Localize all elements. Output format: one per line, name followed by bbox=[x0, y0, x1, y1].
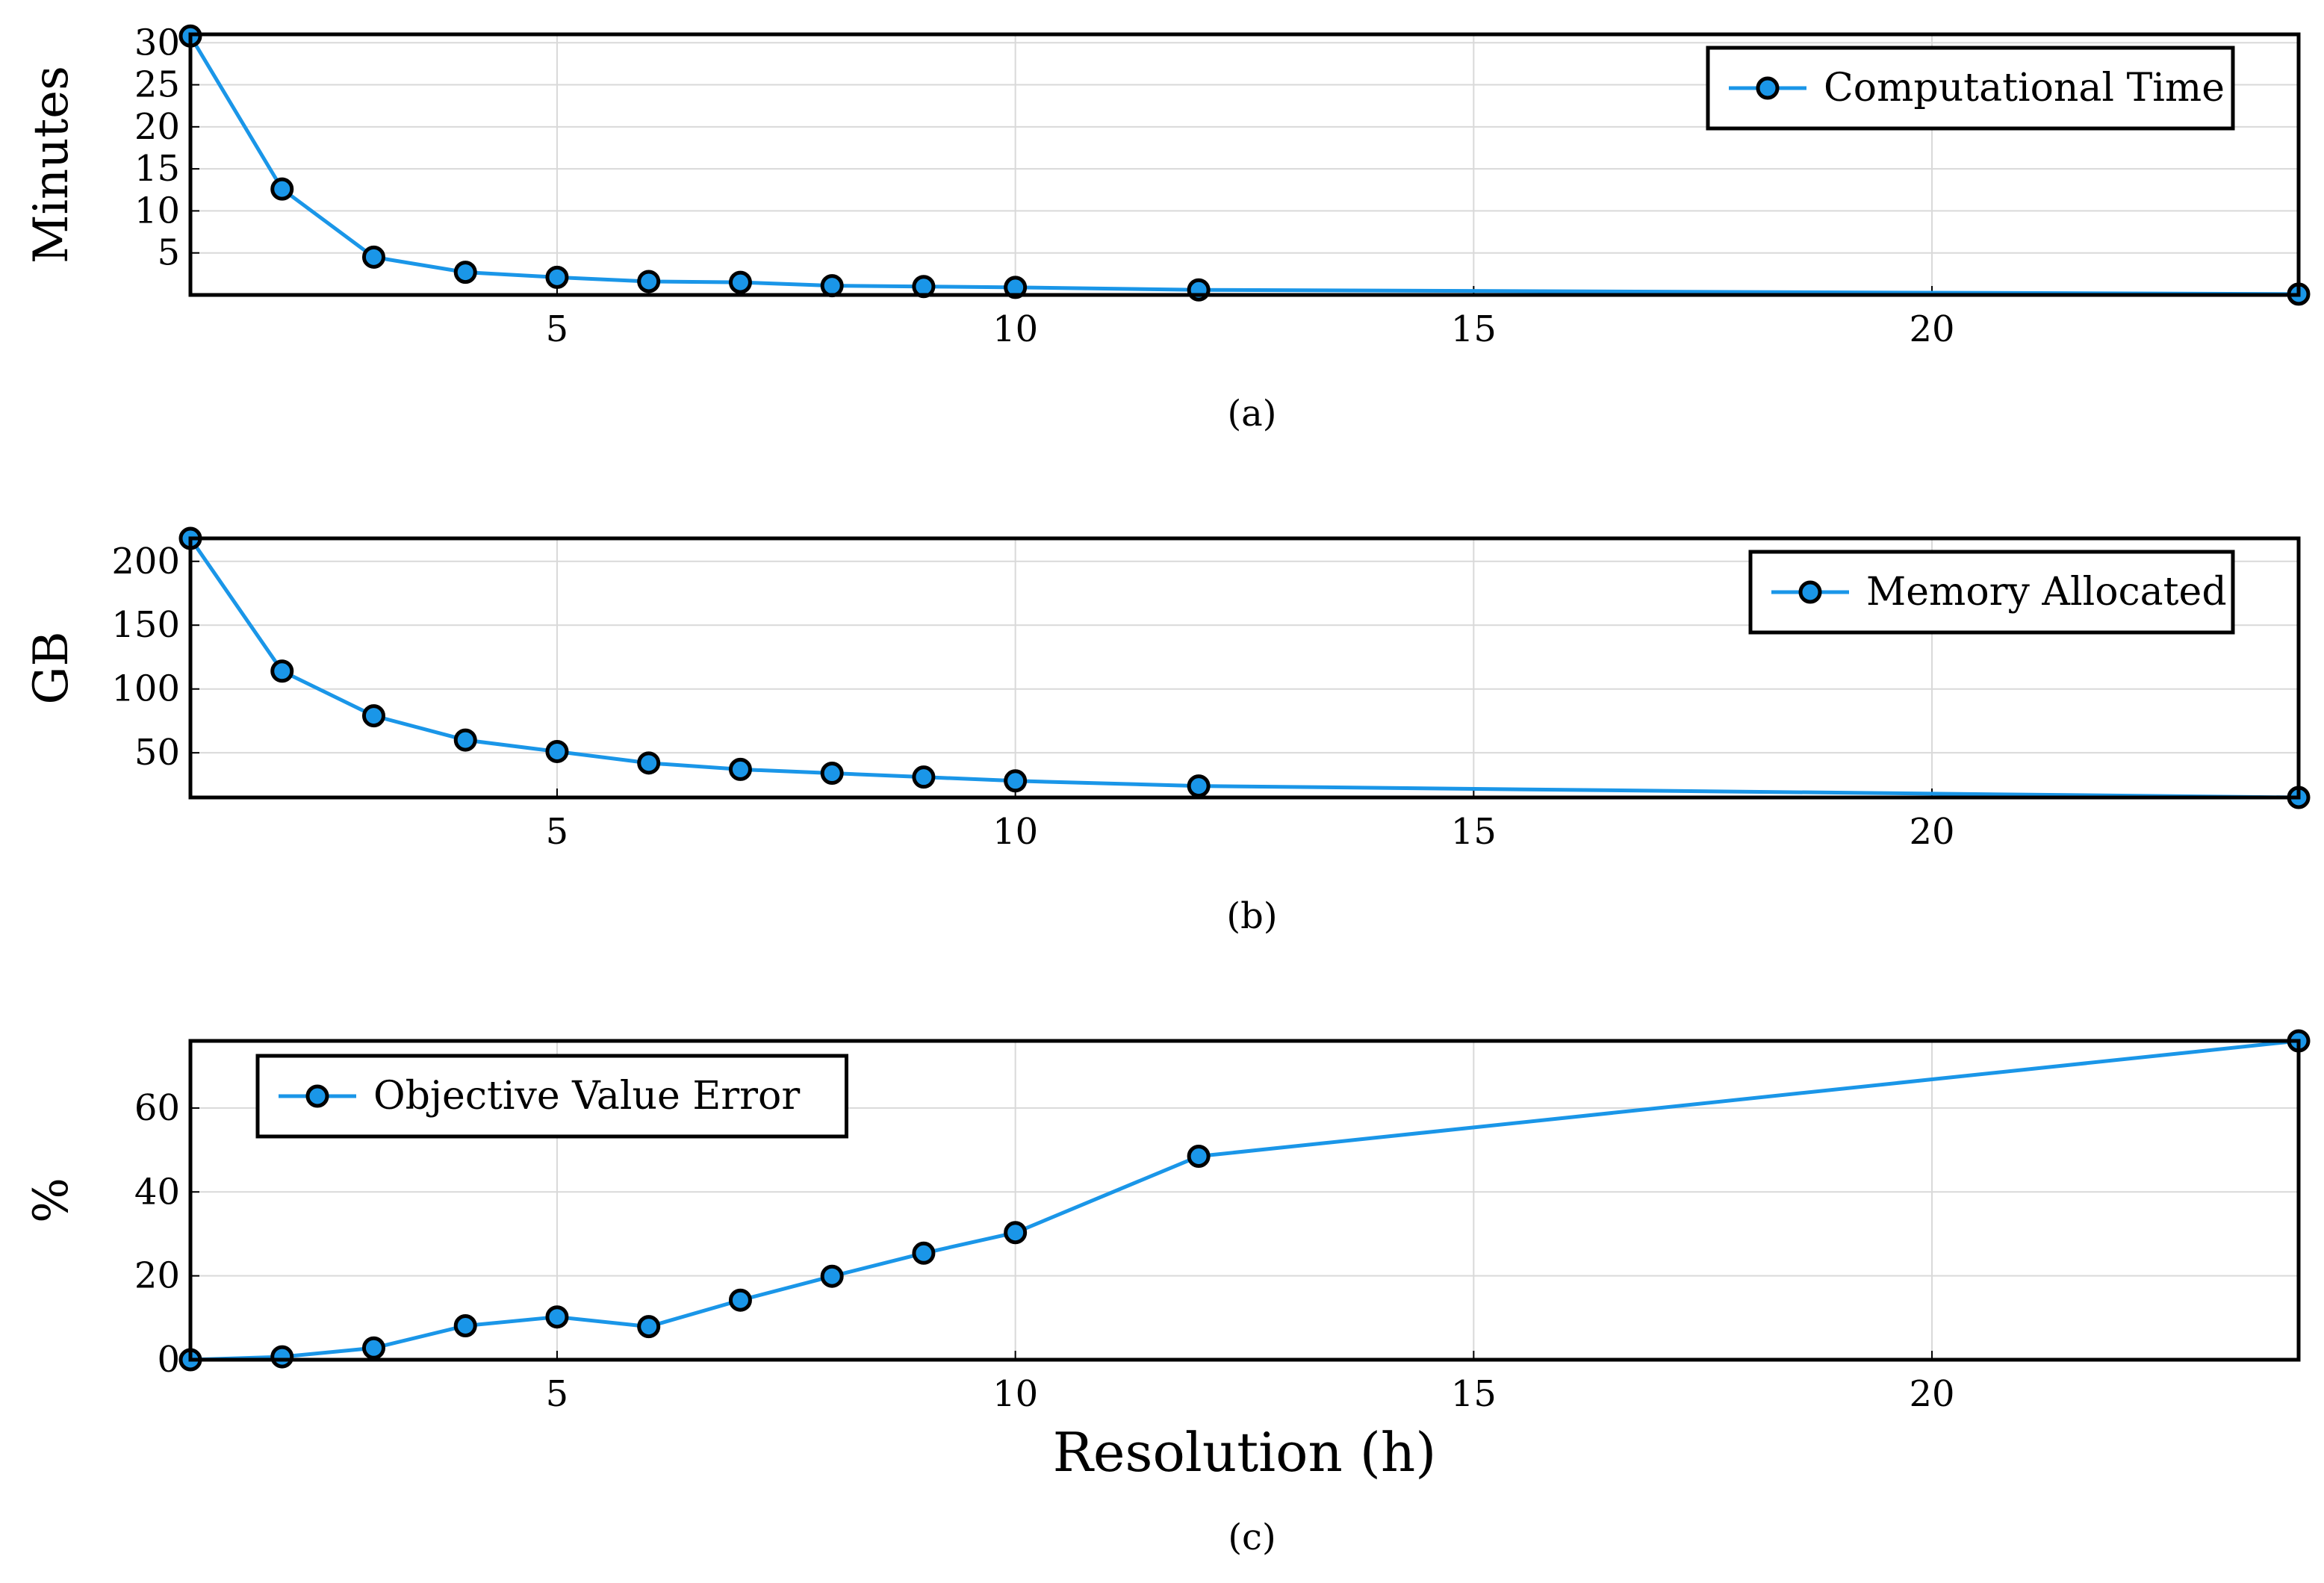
data-point bbox=[637, 751, 661, 775]
data-point bbox=[453, 261, 477, 284]
legend-label: Computational Time bbox=[1824, 66, 2225, 111]
data-point bbox=[820, 762, 844, 786]
data-point bbox=[1004, 276, 1028, 299]
x-tick-label: 10 bbox=[992, 1373, 1038, 1415]
y-axis-label: % bbox=[24, 1178, 79, 1223]
y-tick-label: 30 bbox=[134, 22, 180, 63]
plot-frame bbox=[188, 1039, 2301, 1362]
x-axis-label: Resolution (h) bbox=[1053, 1421, 1437, 1484]
legend-marker bbox=[1798, 580, 1822, 604]
data-point bbox=[545, 265, 569, 289]
y-tick-label: 15 bbox=[134, 148, 180, 190]
data-point bbox=[820, 274, 844, 298]
legend: Memory Allocated bbox=[1748, 550, 2235, 635]
x-tick-label: 20 bbox=[1910, 1373, 1955, 1415]
data-point bbox=[545, 739, 569, 763]
x-tick-label: 20 bbox=[1910, 811, 1955, 853]
x-tick-label: 5 bbox=[546, 1373, 569, 1415]
x-tick-label: 10 bbox=[992, 308, 1038, 350]
series-line bbox=[188, 537, 2299, 800]
data-point bbox=[728, 757, 752, 781]
data-point bbox=[270, 177, 294, 201]
plot-frame bbox=[188, 32, 2301, 297]
data-point bbox=[820, 1264, 844, 1288]
data-point bbox=[912, 765, 936, 789]
data-point bbox=[637, 1315, 661, 1339]
chart-panel-2: 5 10 15 20 50 100 150 200 GB Memory Allocated (b) bbox=[24, 526, 2311, 937]
data-point bbox=[361, 1336, 385, 1360]
y-tick-label: 25 bbox=[134, 64, 180, 106]
data-point bbox=[1187, 1145, 1211, 1169]
panel-caption: (a) bbox=[1227, 393, 1276, 435]
y-axis-label: GB bbox=[24, 631, 79, 704]
y-tick-label: 100 bbox=[111, 668, 180, 710]
data-point bbox=[453, 1313, 477, 1337]
y-tick-label: 5 bbox=[157, 232, 180, 274]
legend-marker bbox=[1756, 76, 1780, 100]
legend-label: Memory Allocated bbox=[1866, 570, 2227, 615]
data-point bbox=[728, 270, 752, 294]
data-point bbox=[1004, 1221, 1028, 1245]
data-point bbox=[912, 1241, 936, 1265]
panel-caption: (c) bbox=[1228, 1517, 1276, 1558]
x-tick-label: 5 bbox=[546, 308, 569, 350]
plot-frame bbox=[188, 536, 2301, 800]
y-tick-label: 60 bbox=[134, 1087, 180, 1129]
data-point bbox=[1004, 769, 1028, 793]
y-tick-label: 50 bbox=[134, 732, 180, 774]
y-tick-label: 20 bbox=[134, 106, 180, 148]
data-point bbox=[361, 245, 385, 269]
data-point bbox=[453, 728, 477, 752]
x-tick-label: 15 bbox=[1451, 308, 1497, 350]
y-tick-label: 10 bbox=[134, 190, 180, 231]
x-tick-label: 5 bbox=[546, 811, 569, 853]
x-tick-label: 15 bbox=[1451, 811, 1497, 853]
y-tick-label: 20 bbox=[134, 1255, 180, 1297]
legend-label: Objective Value Error bbox=[373, 1074, 800, 1119]
x-tick-label: 20 bbox=[1910, 308, 1955, 350]
legend: Computational Time bbox=[1706, 46, 2235, 131]
legend-marker bbox=[305, 1084, 329, 1108]
x-tick-label: 15 bbox=[1451, 1373, 1497, 1415]
data-point bbox=[637, 270, 661, 293]
series-line bbox=[190, 1039, 2299, 1362]
data-point bbox=[545, 1305, 569, 1329]
data-point bbox=[270, 1345, 294, 1369]
data-point bbox=[728, 1288, 752, 1312]
y-axis-label: Minutes bbox=[24, 66, 79, 264]
legend: Objective Value Error bbox=[255, 1054, 848, 1139]
data-point bbox=[1187, 774, 1211, 798]
y-tick-label: 40 bbox=[134, 1171, 180, 1213]
y-tick-label: 200 bbox=[111, 541, 180, 582]
data-point bbox=[361, 704, 385, 728]
y-tick-label: 0 bbox=[157, 1339, 180, 1381]
data-point bbox=[270, 659, 294, 683]
series-line bbox=[188, 34, 2299, 296]
chart-panel-3: 5 10 15 20 0 20 40 60% Resolution (h) Objective V… bbox=[24, 1029, 2311, 1558]
x-tick-label: 10 bbox=[992, 811, 1038, 853]
y-tick-label: 150 bbox=[111, 604, 180, 646]
panel-caption: (b) bbox=[1226, 895, 1277, 937]
